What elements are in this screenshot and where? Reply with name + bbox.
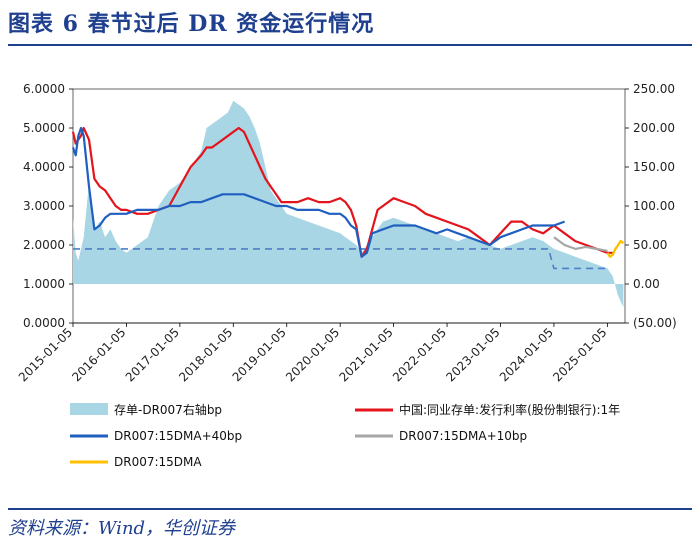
- y-right-tick-label: 50.00: [633, 238, 667, 252]
- x-tick-label: 2025-01-05: [550, 325, 609, 384]
- series-area-cd-dr007: [73, 100, 624, 308]
- y-right-tick-label: 100.00: [633, 199, 675, 213]
- series-grey-dr007-10bp: [553, 236, 608, 252]
- x-tick-label: 2022-01-05: [390, 325, 449, 384]
- x-tick-label: 2018-01-05: [176, 325, 235, 384]
- lines-layer: [71, 126, 625, 270]
- series-yellow-dr007: [606, 239, 625, 258]
- x-tick-label: 2023-01-05: [443, 325, 502, 384]
- legend-label: DR007:15DMA+40bp: [114, 429, 242, 443]
- series-dashed-reference: [73, 248, 608, 270]
- title-rule: [8, 44, 692, 46]
- x-tick-label: 2020-01-05: [283, 325, 342, 384]
- legend-label: 存单-DR007右轴bp: [114, 402, 222, 417]
- y-right-tick-label: 150.00: [633, 160, 675, 174]
- axes-layer: 0.0000 1.0000 2.0000 3.0000 4.0000 5.0000 6.00…: [16, 82, 677, 384]
- x-tick-label: 2024-01-05: [497, 325, 556, 384]
- x-tick-label: 2021-01-05: [337, 325, 396, 384]
- y-right-tick-label: 0.00: [633, 277, 660, 291]
- y-right-tick-label: 250.00: [633, 82, 675, 96]
- x-tick-label: 2019-01-05: [230, 325, 289, 384]
- y-left-tick-label: 5.0000: [23, 121, 65, 135]
- y-left-tick-label: 1.0000: [23, 277, 65, 291]
- x-tick-label: 2017-01-05: [123, 325, 182, 384]
- y-left-tick-label: 6.0000: [23, 82, 65, 96]
- source-rule: [8, 508, 692, 510]
- legend-label: 中国:同业存单:发行利率(股份制银行):1年: [399, 402, 620, 417]
- source-note: 资料来源：Wind，华创证券: [8, 518, 236, 539]
- legend: 存单-DR007右轴bp 中国:同业存单:发行利率(股份制银行):1年 DR007:…: [70, 402, 620, 469]
- y-right-tick-label: 200.00: [633, 121, 675, 135]
- y-left-tick-label: 4.0000: [23, 160, 65, 174]
- area-layer: [73, 100, 624, 308]
- x-tick-label: 2015-01-05: [16, 325, 75, 384]
- x-tick-label: 2016-01-05: [69, 325, 128, 384]
- y-right-tick-label: (50.00): [633, 316, 677, 330]
- y-left-tick-label: 0.0000: [23, 316, 65, 330]
- legend-swatch-area: [70, 403, 108, 415]
- y-left-tick-label: 3.0000: [23, 199, 65, 213]
- legend-label: DR007:15DMA: [114, 455, 202, 469]
- series-blue-dr007-40bp: [71, 126, 565, 258]
- figure-title: 图表 6 春节过后 DR 资金运行情况: [8, 11, 375, 37]
- y-left-tick-label: 2.0000: [23, 238, 65, 252]
- legend-label: DR007:15DMA+10bp: [399, 429, 527, 443]
